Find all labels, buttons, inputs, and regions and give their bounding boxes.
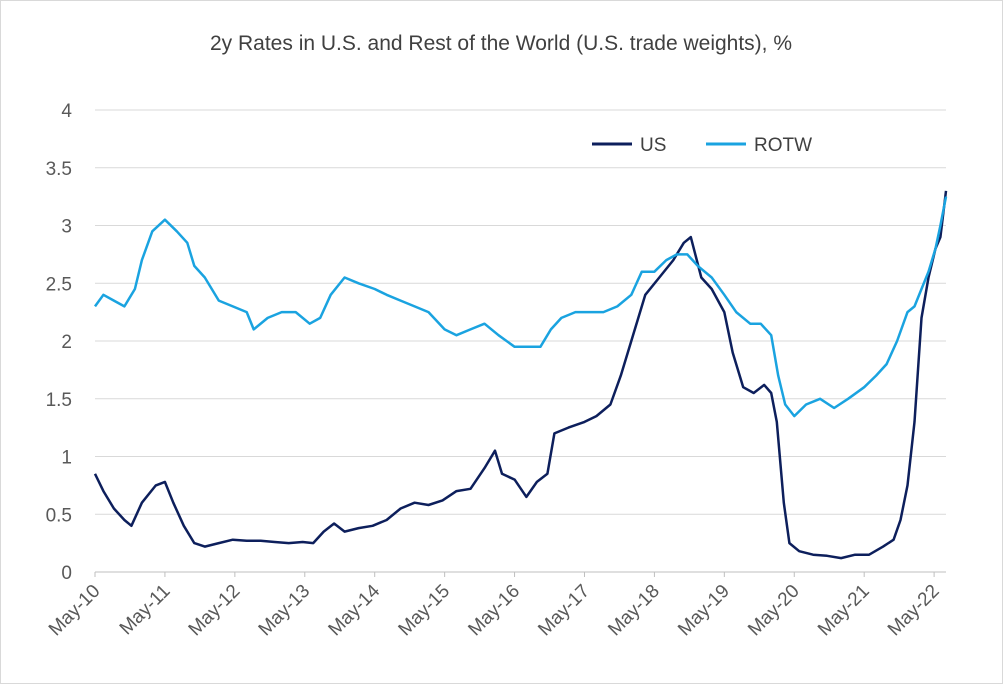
x-tick-label: May-13 [255,581,315,641]
x-tick-label: May-15 [395,581,455,641]
y-tick-label: 1 [61,448,72,469]
legend: US ROTW [592,135,812,156]
legend-label-us: US [640,135,666,156]
y-tick-label: 1.5 [46,390,72,411]
x-tick-label: May-19 [674,581,734,641]
series-lines [93,190,948,560]
x-tick-label: May-18 [604,581,664,641]
chart-title: 2y Rates in U.S. and Rest of the World (… [210,32,792,55]
x-axis-ticks: May-10 May-11 May-12 May-13 May-14 May-15 May-… [45,572,944,640]
gridlines [95,109,946,573]
y-tick-label: 0.5 [46,505,72,526]
y-tick-label: 3 [61,217,72,238]
y-tick-label: 0 [61,563,72,584]
x-tick-label: May-16 [464,581,524,641]
x-tick-label: May-20 [744,581,804,641]
x-tick-label: May-21 [814,581,874,641]
series-line-rotw [93,196,948,418]
x-tick-label: May-12 [185,581,245,641]
y-tick-label: 4 [61,101,72,122]
y-tick-label: 2.5 [46,274,72,295]
y-tick-label: 3.5 [46,159,72,180]
x-tick-label: May-10 [45,581,105,641]
x-tick-label: May-22 [884,581,944,641]
y-tick-label: 2 [61,332,72,353]
series-line-us [93,190,948,560]
x-tick-label: May-17 [534,581,594,641]
x-tick-label: May-11 [116,581,175,640]
legend-label-rotw: ROTW [754,135,812,156]
y-axis-ticks: 0 0.5 1 1.5 2 2.5 3 3.5 4 [46,101,73,584]
x-tick-label: May-14 [325,580,385,640]
